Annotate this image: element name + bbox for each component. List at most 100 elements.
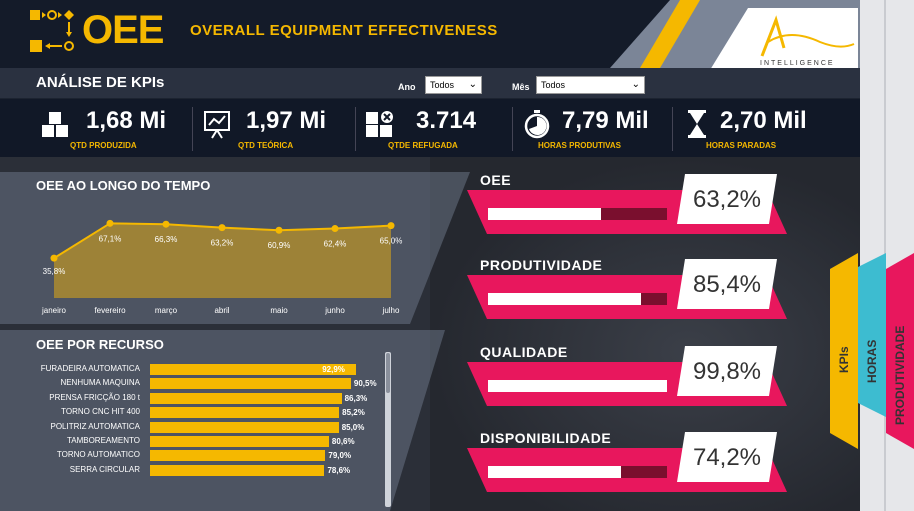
bar-row[interactable]: SERRA CIRCULAR 78,6% xyxy=(0,464,380,477)
data-point[interactable] xyxy=(162,220,170,228)
kpi-label: HORAS PRODUTIVAS xyxy=(538,141,621,150)
bar-category-label: TORNO CNC HIT 400 xyxy=(61,407,140,417)
metric-title-produtividade: PRODUTIVIDADE xyxy=(480,257,603,273)
app-subtitle: OVERALL EQUIPMENT EFFECTIVENESS xyxy=(190,22,498,39)
chevron-down-icon: ⌄ xyxy=(468,79,477,90)
tab-produtividade[interactable]: PRODUTIVIDADE xyxy=(886,253,914,449)
metric-value: 63,2% xyxy=(692,186,762,213)
bar-row[interactable]: TORNO CNC HIT 400 85,2% xyxy=(0,407,380,419)
app-title: OEE xyxy=(82,8,164,52)
bar-row[interactable]: NENHUMA MAQUINA 90,5% xyxy=(0,378,380,390)
bar-value-label: 85,2% xyxy=(342,408,365,418)
oee-over-time-chart: 35,8% janeiro 67,1% fevereiro 66,3% março 63,2… xyxy=(41,219,402,315)
bar-category-label: SERRA CIRCULAR xyxy=(69,464,140,474)
scrollbar-thumb[interactable] xyxy=(386,353,390,393)
kpi-card-horas-paradas: 2,70 Mil HORAS PARADAS xyxy=(684,99,844,157)
metric-value: 85,4% xyxy=(692,271,762,298)
bar-value-label: 86,3% xyxy=(344,393,368,403)
bar-value-label: 78,6% xyxy=(327,465,351,475)
data-point[interactable] xyxy=(106,219,114,227)
bar[interactable] xyxy=(150,392,342,404)
bar-row[interactable]: TAMBOREAMENTO 80,6% xyxy=(0,436,380,448)
month-filter-select[interactable]: Todos ⌄ xyxy=(536,76,645,94)
kpi-row: 1,68 Mi QTD PRODUZIDA 1,97 Mi QTD TEÓRIC… xyxy=(0,99,860,157)
metric-progress-fill xyxy=(488,466,621,478)
kpi-label: QTD TEÓRICA xyxy=(238,141,294,150)
bar[interactable] xyxy=(150,436,329,447)
presentation-chart-icon xyxy=(204,111,230,139)
kpi-divider xyxy=(192,107,193,151)
bar[interactable] xyxy=(150,450,326,462)
bar-category-label: TORNO AUTOMATICO xyxy=(56,450,140,460)
bar-row[interactable]: POLITRIZ AUTOMATICA 85,0% xyxy=(0,421,380,434)
bar-row[interactable]: FURADEIRA AUTOMATICA 92,9% xyxy=(0,364,380,376)
metric-progress-fill xyxy=(488,380,667,392)
metric-progress-fill xyxy=(488,208,602,220)
data-label: 62,4% xyxy=(324,240,347,249)
bar[interactable] xyxy=(150,464,325,476)
metric-value: 74,2% xyxy=(692,444,762,471)
bar-value-label: 79,0% xyxy=(328,451,352,461)
boxes-icon xyxy=(42,112,68,137)
kpi-value: 7,79 Mil xyxy=(562,107,649,134)
data-label: 66,3% xyxy=(155,235,178,244)
kpi-value: 3.714 xyxy=(416,107,477,134)
bar-value-label: 85,0% xyxy=(341,422,365,432)
metric-title-qualidade: QUALIDADE xyxy=(480,344,568,360)
tab-horas[interactable]: HORAS xyxy=(858,253,886,417)
year-filter-select[interactable]: Todos ⌄ xyxy=(425,76,482,94)
kpi-divider xyxy=(672,107,673,151)
metric-value-box-qualidade: 99,8% xyxy=(677,346,777,396)
bar[interactable] xyxy=(150,364,357,375)
oee-over-time-title: OEE AO LONGO DO TEMPO xyxy=(36,178,211,193)
data-point[interactable] xyxy=(331,225,339,233)
month-filter-label: Mês xyxy=(512,82,530,92)
x-tick-label: janeiro xyxy=(41,306,67,315)
bar-row[interactable]: TORNO AUTOMATICO 79,0% xyxy=(0,450,380,462)
data-label: 63,2% xyxy=(211,239,234,248)
chevron-down-icon: ⌄ xyxy=(631,79,640,90)
bar-category-label: NENHUMA MAQUINA xyxy=(60,378,140,388)
data-label: 60,9% xyxy=(268,241,291,250)
bar-category-label: FURADEIRA AUTOMATICA xyxy=(40,364,140,373)
bar-category-label: TAMBOREAMENTO xyxy=(66,436,140,445)
oee-by-resource-title: OEE POR RECURSO xyxy=(36,337,164,352)
kpi-label: QTDE REFUGADA xyxy=(388,141,458,150)
kpi-card-qtde-refugada: 3.714 QTDE REFUGADA xyxy=(364,99,524,157)
oee-by-resource-chart: FURADEIRA AUTOMATICA 92,9% NENHUMA MAQUINA… xyxy=(0,364,384,484)
area-fill xyxy=(54,223,391,298)
bar-value-label: 90,5% xyxy=(353,379,377,389)
kpi-value: 2,70 Mil xyxy=(720,107,807,134)
tab-kpis[interactable]: KPIs xyxy=(830,253,858,449)
kpi-section-title: ANÁLISE DE KPIs xyxy=(36,74,165,91)
x-tick-label: maio xyxy=(270,306,288,315)
x-tick-label: março xyxy=(155,306,178,315)
month-filter-value: Todos xyxy=(541,80,566,90)
kpi-card-horas-produtivas: 7,79 Mil HORAS PRODUTIVAS xyxy=(522,99,682,157)
bar[interactable] xyxy=(150,421,339,433)
kpi-card-qtd-produzida: 1,68 Mi QTD PRODUZIDA xyxy=(40,99,200,157)
kpi-label: HORAS PARADAS xyxy=(706,141,777,150)
data-point[interactable] xyxy=(275,226,283,234)
brand-logo-text: INTELLIGENCE xyxy=(760,60,835,67)
data-point[interactable] xyxy=(50,254,58,262)
scrollbar-track[interactable] xyxy=(385,352,391,507)
metric-title-oee: OEE xyxy=(480,172,512,188)
metric-value-box-produtividade: 85,4% xyxy=(677,259,777,309)
metric-progress-fill xyxy=(488,293,641,305)
hourglass-icon xyxy=(688,110,706,138)
kpi-divider xyxy=(355,107,356,151)
bar-value-label: 80,6% xyxy=(331,437,355,446)
bar-row[interactable]: PRENSA FRICÇÃO 180 t 86,3% xyxy=(0,392,380,405)
bar-category-label: POLITRIZ AUTOMATICA xyxy=(50,421,141,431)
x-tick-label: julho xyxy=(382,306,400,315)
kpi-card-qtd-teorica: 1,97 Mi QTD TEÓRICA xyxy=(202,99,362,157)
data-point[interactable] xyxy=(218,224,226,232)
bar[interactable] xyxy=(150,407,340,419)
bar-category-label: PRENSA FRICÇÃO 180 t xyxy=(49,392,140,402)
kpi-value: 1,97 Mi xyxy=(246,107,327,134)
data-point[interactable] xyxy=(387,222,395,230)
metric-value-box-oee: 63,2% xyxy=(677,174,777,224)
bar[interactable] xyxy=(150,378,351,390)
kpi-label: QTD PRODUZIDA xyxy=(70,141,137,150)
